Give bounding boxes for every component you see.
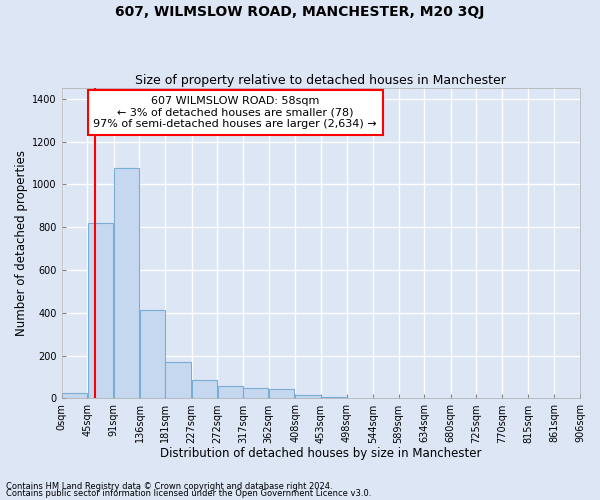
Bar — [88, 223, 113, 398]
Y-axis label: Number of detached properties: Number of detached properties — [15, 150, 28, 336]
X-axis label: Distribution of detached houses by size in Manchester: Distribution of detached houses by size … — [160, 447, 482, 460]
Bar — [218, 386, 243, 398]
Title: Size of property relative to detached houses in Manchester: Size of property relative to detached ho… — [136, 74, 506, 87]
Text: Contains public sector information licensed under the Open Government Licence v3: Contains public sector information licen… — [6, 490, 371, 498]
Bar — [114, 168, 139, 398]
Text: 607 WILMSLOW ROAD: 58sqm
← 3% of detached houses are smaller (78)
97% of semi-de: 607 WILMSLOW ROAD: 58sqm ← 3% of detache… — [94, 96, 377, 129]
Bar — [62, 393, 87, 398]
Bar — [166, 362, 191, 399]
Bar — [269, 389, 294, 398]
Bar — [244, 388, 268, 398]
Bar — [295, 394, 320, 398]
Bar — [192, 380, 217, 398]
Text: Contains HM Land Registry data © Crown copyright and database right 2024.: Contains HM Land Registry data © Crown c… — [6, 482, 332, 491]
Bar — [140, 310, 165, 398]
Text: 607, WILMSLOW ROAD, MANCHESTER, M20 3QJ: 607, WILMSLOW ROAD, MANCHESTER, M20 3QJ — [115, 5, 485, 19]
